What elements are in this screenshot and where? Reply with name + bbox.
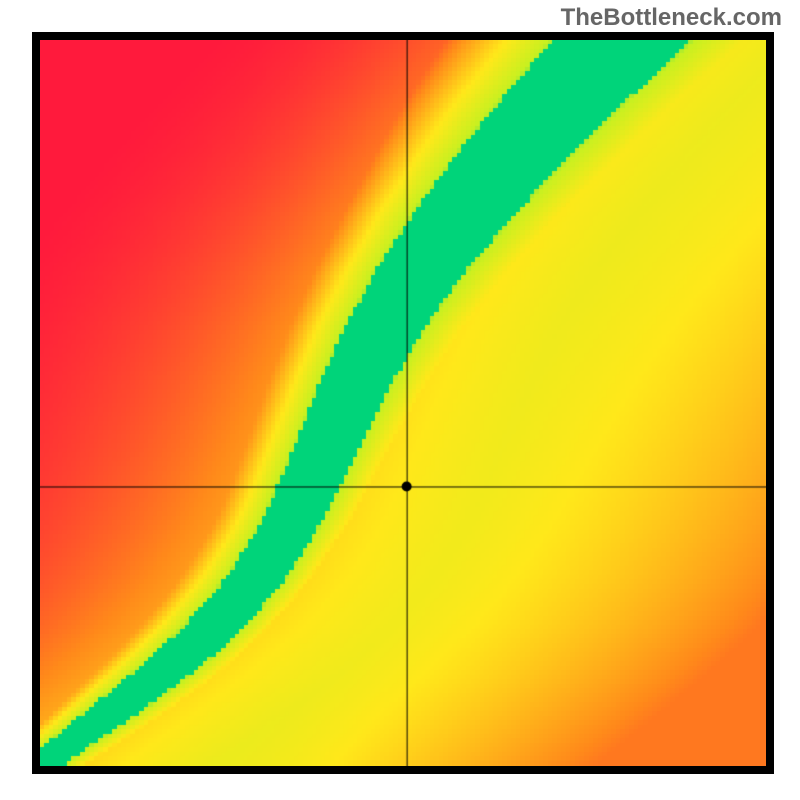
- watermark: TheBottleneck.com: [561, 4, 782, 32]
- crosshair-overlay: [40, 40, 766, 766]
- bottleneck-plot: [32, 32, 774, 774]
